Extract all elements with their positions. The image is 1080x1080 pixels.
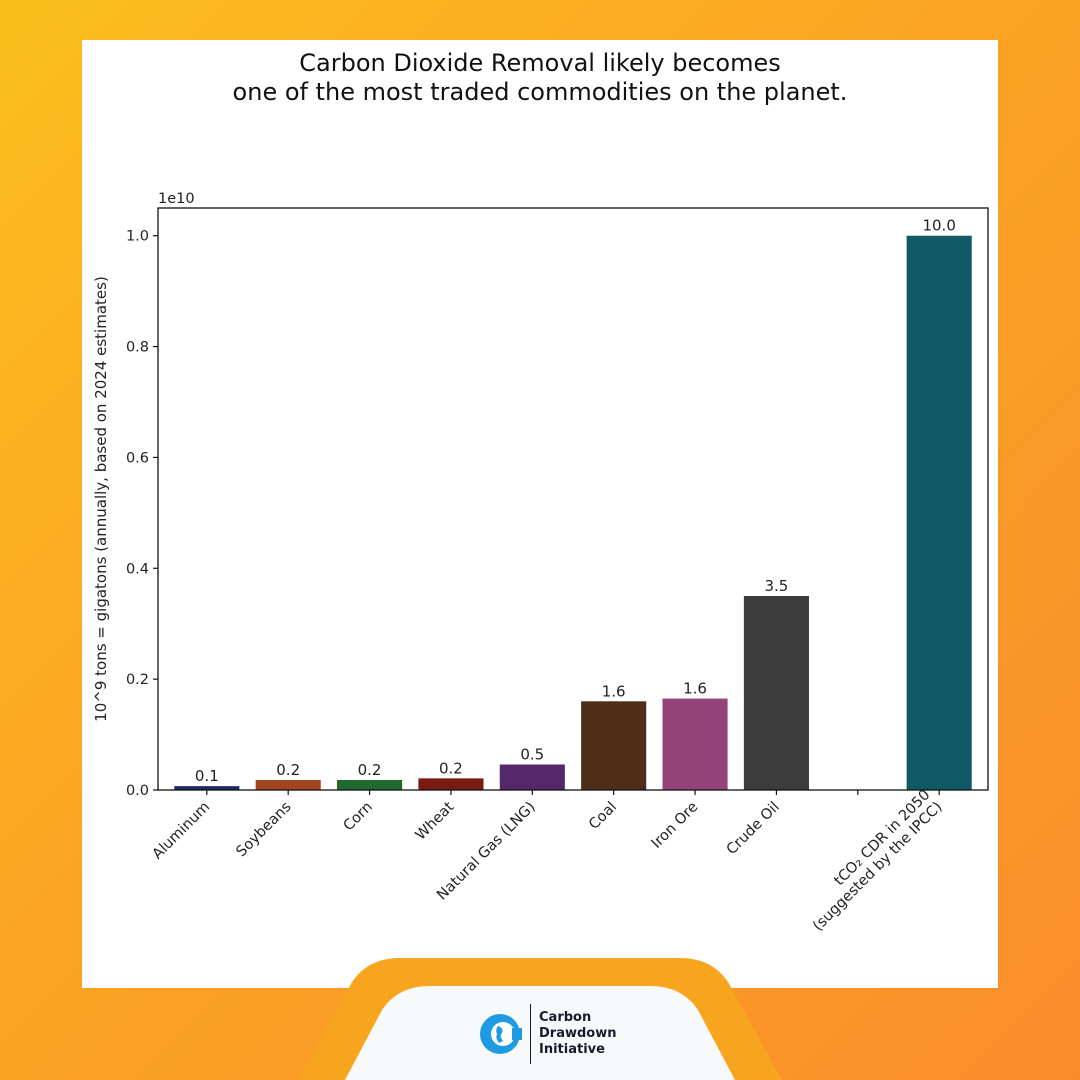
y-tick-label: 1.0	[126, 229, 149, 245]
y-tick-label: 0.2	[126, 672, 149, 688]
data-label: 0.5	[520, 746, 544, 764]
logo-wordmark: Carbon Drawdown Initiative	[539, 1010, 617, 1058]
x-tick-label: Soybeans	[233, 799, 294, 860]
data-label: 0.1	[195, 767, 219, 785]
logo-line: Carbon	[539, 1010, 592, 1025]
x-tick-label: Wheat	[413, 799, 458, 844]
data-label: 0.2	[358, 761, 382, 779]
footer-tab	[298, 958, 782, 1080]
logo-divider	[530, 1004, 531, 1064]
bar	[906, 235, 972, 790]
bar	[743, 596, 809, 790]
y-tick-label: 0.6	[126, 450, 149, 466]
x-tick-label: Corn	[341, 799, 376, 834]
x-tick-label: Aluminum	[150, 799, 213, 862]
y-tick-label: 0.8	[126, 340, 149, 356]
y-axis-label: 10^9 tons = gigatons (annually, based on…	[92, 276, 110, 722]
footer-tab-inner	[345, 986, 735, 1080]
chart-card: Carbon Dioxide Removal likely becomes one…	[82, 40, 998, 988]
data-label: 1.6	[683, 680, 707, 698]
data-label: 0.2	[439, 759, 463, 777]
bar	[418, 778, 484, 790]
bar	[255, 780, 321, 790]
x-tick-label: Crude Oil	[724, 799, 783, 858]
globe-c-icon	[480, 1014, 522, 1054]
bar-chart: Carbon Dioxide Removal likely becomesone…	[92, 49, 989, 934]
bar	[499, 764, 565, 790]
chart-title: one of the most traded commodities on th…	[233, 78, 848, 106]
x-tick-label: tCO₂ CDR in 2050	[831, 787, 933, 889]
data-label: 3.5	[765, 577, 789, 595]
y-offset-label: 1e10	[158, 191, 195, 207]
chart-title: Carbon Dioxide Removal likely becomes	[299, 49, 781, 77]
y-tick-label: 0.0	[126, 783, 149, 799]
plot-frame	[157, 207, 989, 791]
brand-logo: Carbon Drawdown Initiative	[478, 1000, 617, 1068]
bar	[174, 786, 240, 790]
x-tick-label: Coal	[586, 799, 620, 833]
y-tick-label: 0.4	[126, 561, 149, 577]
bar	[662, 698, 728, 790]
bar	[337, 780, 403, 790]
logo-line: Drawdown	[539, 1026, 617, 1041]
logo-line: Initiative	[539, 1042, 605, 1057]
x-tick-label: (suggested by the IPCC)	[810, 799, 945, 934]
data-label: 0.2	[276, 761, 300, 779]
bar	[581, 701, 647, 790]
data-label: 1.6	[602, 682, 626, 700]
x-tick-label: Iron Ore	[649, 799, 702, 852]
data-label: 10.0	[922, 217, 955, 235]
